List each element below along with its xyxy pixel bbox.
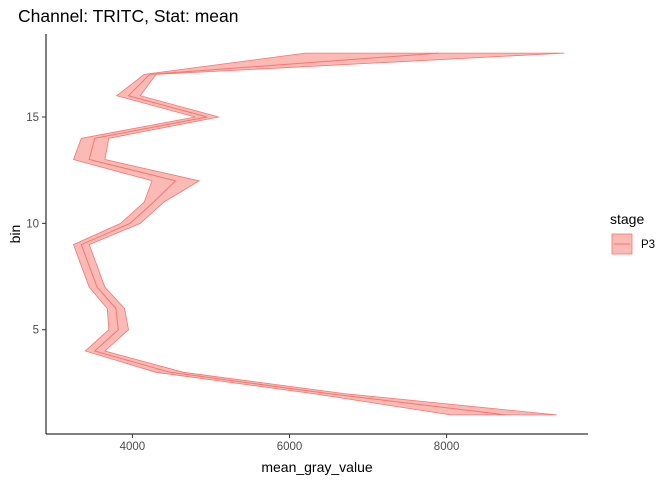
axes: 4000 6000 8000 5 10 15 bbox=[26, 34, 588, 453]
x-tick-label: 6000 bbox=[277, 441, 303, 453]
y-axis-title: bin bbox=[7, 225, 23, 244]
y-tick-label: 5 bbox=[33, 325, 39, 337]
series-line-P3 bbox=[80, 52, 506, 416]
plot-panel bbox=[72, 52, 565, 416]
x-axis-title: mean_gray_value bbox=[261, 459, 373, 475]
x-tick-label: 8000 bbox=[434, 441, 460, 453]
x-tick-label: 4000 bbox=[120, 441, 146, 453]
y-tick-label: 10 bbox=[26, 218, 39, 230]
legend-label-P3: P3 bbox=[641, 239, 655, 251]
legend: stage P3 bbox=[610, 211, 655, 255]
chart-title: Channel: TRITC, Stat: mean bbox=[18, 6, 238, 26]
y-tick-label: 15 bbox=[26, 112, 39, 124]
legend-title: stage bbox=[610, 211, 644, 227]
ribbon-P3 bbox=[72, 52, 565, 416]
